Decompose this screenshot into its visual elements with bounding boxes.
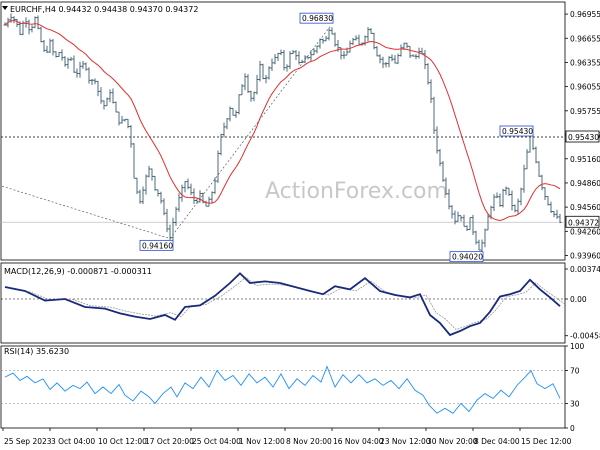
y-tick-label: 0.96655 bbox=[570, 34, 600, 43]
y-tick-label: 0.94860 bbox=[570, 179, 600, 188]
main-panel-frame bbox=[0, 1, 566, 261]
rsi-header: RSI(14) 35.6230 bbox=[4, 347, 69, 356]
y-tick-label: 0.95160 bbox=[570, 155, 600, 164]
macd-line bbox=[4, 272, 561, 337]
y-tick-label: 0.93960 bbox=[570, 251, 600, 260]
macd-header: MACD(12,26,9) -0.000871 -0.000311 bbox=[4, 267, 152, 276]
macd-signal-line bbox=[10, 276, 567, 331]
price-annotation-box bbox=[449, 251, 484, 263]
resistance-price-box bbox=[565, 130, 600, 143]
x-tick-label: 15 Dec 12:00 bbox=[521, 437, 572, 446]
y-tick-label: 0.94260 bbox=[570, 227, 600, 236]
header-arrow-icon bbox=[2, 6, 8, 10]
price-annotation-box bbox=[299, 12, 334, 24]
macd-y-tick-label: 0.003743 bbox=[570, 265, 600, 274]
x-tick-label: 25 Oct 04:00 bbox=[192, 437, 241, 446]
rsi-y-tick-label: 70 bbox=[570, 367, 580, 376]
price-annotation-box bbox=[499, 125, 534, 137]
rsi-panel-frame bbox=[0, 345, 566, 429]
y-tick-label: 0.94560 bbox=[570, 203, 600, 212]
y-tick-label: 0.96955 bbox=[570, 10, 600, 19]
price-annotation-label: 0.95430 bbox=[502, 127, 533, 136]
trendline-lower bbox=[1, 185, 171, 239]
moving-average-line bbox=[4, 20, 561, 222]
x-tick-label: 30 Nov 20:00 bbox=[427, 437, 478, 446]
price-annotation-label: 0.96830 bbox=[302, 14, 333, 23]
current-price-box bbox=[565, 215, 600, 228]
price-annotation-label: 0.94020 bbox=[452, 253, 483, 262]
watermark: ActionForex.com bbox=[265, 179, 448, 204]
x-tick-label: 1 Nov 12:00 bbox=[239, 437, 285, 446]
resistance-price-label: 0.95430 bbox=[568, 133, 599, 142]
x-tick-label: 25 Sep 2023 bbox=[4, 437, 52, 446]
x-tick-label: 23 Nov 12:00 bbox=[380, 437, 431, 446]
y-tick-label: 0.95755 bbox=[570, 107, 600, 116]
rsi-y-tick-label: 0 bbox=[570, 424, 575, 433]
y-tick-label: 0.96055 bbox=[570, 83, 600, 92]
price-annotation-label: 0.94160 bbox=[142, 241, 173, 250]
y-tick-label: 0.96355 bbox=[570, 58, 600, 67]
price-annotation-box bbox=[139, 239, 174, 251]
x-tick-label: 10 Oct 12:00 bbox=[98, 437, 147, 446]
x-tick-label: 16 Nov 04:00 bbox=[333, 437, 384, 446]
main-chart-header: EURCHF,H4 0.94432 0.94438 0.94370 0.9437… bbox=[10, 5, 198, 14]
current-price-label: 0.94372 bbox=[568, 218, 599, 227]
x-tick-label: 17 Oct 20:00 bbox=[145, 437, 194, 446]
macd-y-tick-label: -0.004585 bbox=[570, 332, 600, 341]
rsi-y-tick-label: 100 bbox=[570, 342, 585, 351]
macd-y-tick-label: 0.00 bbox=[570, 295, 587, 304]
x-tick-label: 8 Nov 20:00 bbox=[286, 437, 332, 446]
rsi-y-tick-label: 30 bbox=[570, 399, 580, 408]
rsi-line bbox=[4, 365, 561, 414]
x-tick-label: 3 Oct 04:00 bbox=[51, 437, 95, 446]
macd-panel-frame bbox=[0, 262, 566, 344]
x-tick-label: 8 Dec 04:00 bbox=[474, 437, 520, 446]
